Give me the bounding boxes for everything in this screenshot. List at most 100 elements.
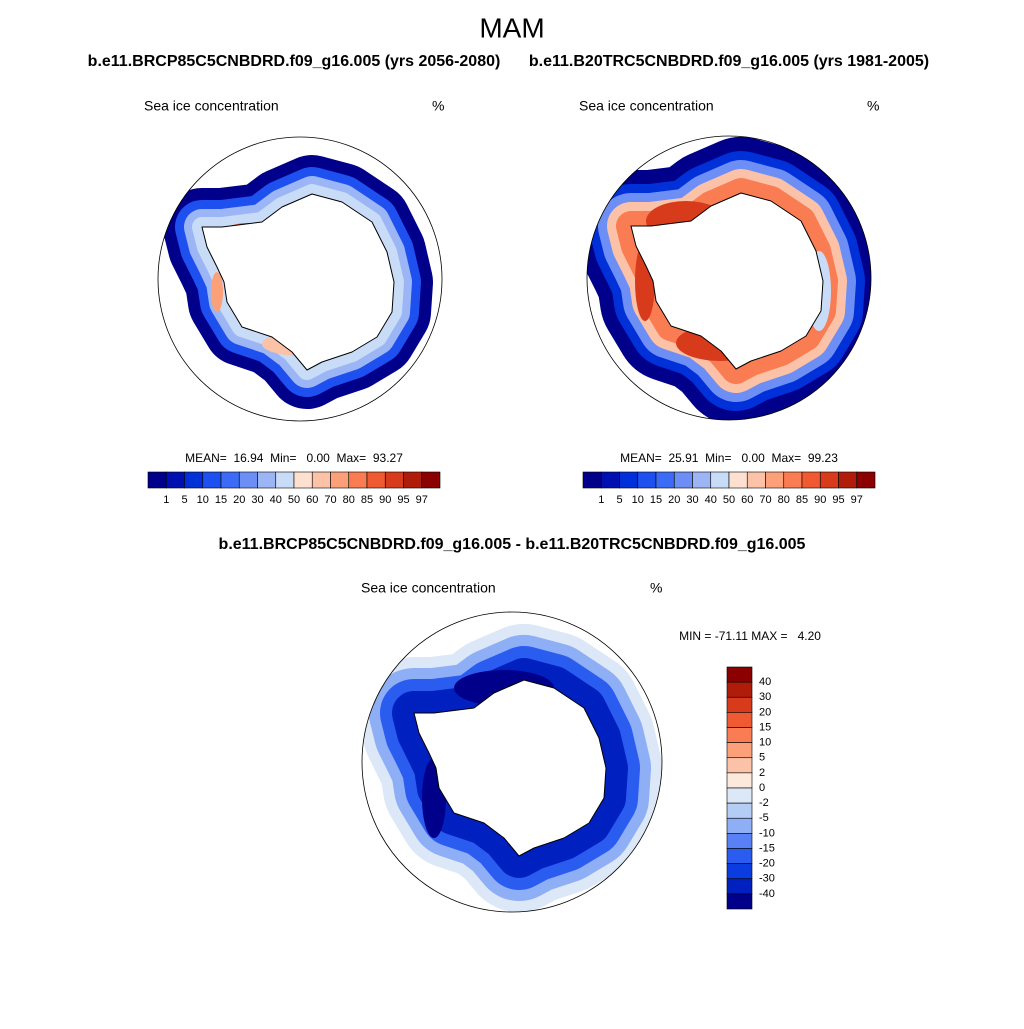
colorbar-label: 10: [197, 494, 209, 506]
colorbar-label: 1: [163, 494, 169, 506]
colorbar-label: 15: [650, 494, 662, 506]
colorbar-label: 97: [851, 494, 863, 506]
colorbar-label: 1: [598, 494, 604, 506]
map-border: [157, 136, 443, 422]
panel-label: Sea ice concentration: [361, 580, 496, 596]
colorbar-box: [726, 727, 753, 743]
colorbar-label: 40: [759, 676, 771, 688]
colorbar-box: [726, 681, 753, 698]
colorbar-label: 85: [361, 494, 373, 506]
colorbar-box: [600, 471, 620, 489]
colorbar-box: [637, 471, 657, 489]
map: [414, 670, 606, 856]
colorbar-box: [765, 471, 785, 489]
panel-subtitle: b.e11.B20TRC5CNBDRD.f09_g16.005 (yrs 198…: [529, 53, 929, 70]
colorbar-label: -40: [759, 888, 775, 900]
colorbar-box: [726, 863, 753, 880]
colorbar-box: [726, 712, 753, 728]
colorbar-box: [726, 848, 753, 864]
colorbar-box: [726, 893, 753, 910]
colorbar-label: 60: [306, 494, 318, 506]
colorbar-label: 90: [814, 494, 826, 506]
colorbar-box: [726, 772, 753, 789]
colorbar-label: 70: [759, 494, 771, 506]
colorbar: 1 5 10 15 20 30 40 50 60 70 80 85 90 95 97: [582, 471, 876, 506]
colorbar-label: 5: [181, 494, 187, 506]
panel-label: Sea ice concentration: [144, 98, 279, 114]
colorbar-label: 60: [741, 494, 753, 506]
colorbar-box: [220, 471, 240, 489]
colorbar-box: [728, 471, 748, 489]
colorbar-label: 0: [759, 782, 765, 794]
colorbar-label: 97: [416, 494, 428, 506]
map: [202, 194, 394, 370]
map: [631, 193, 831, 369]
colorbar-box: [655, 471, 675, 489]
colorbar-box: [384, 471, 404, 489]
panel-unit: %: [650, 580, 662, 596]
colorbar-box: [403, 471, 423, 489]
figure-title: MAM: [479, 12, 544, 43]
colorbar-box: [348, 471, 368, 489]
colorbar-box: [293, 471, 313, 489]
colorbar-box: [746, 471, 766, 489]
colorbar-box: [726, 757, 753, 774]
colorbar-box: [582, 471, 602, 489]
colorbar-box: [184, 471, 204, 489]
colorbar-label: 30: [759, 691, 771, 703]
colorbar-box: [726, 742, 753, 759]
colorbar-label: 95: [832, 494, 844, 506]
colorbar-label: 2: [759, 767, 765, 779]
colorbar-box: [856, 471, 876, 489]
colorbar-label: 30: [686, 494, 698, 506]
panel-label: Sea ice concentration: [579, 98, 714, 114]
colorbar-label: -5: [759, 812, 769, 824]
colorbar-box: [147, 471, 167, 489]
colorbar-box: [726, 833, 753, 849]
colorbar-label: 10: [759, 737, 771, 749]
colorbar-box: [421, 471, 441, 489]
colorbar-label: 50: [723, 494, 735, 506]
colorbar-label: -20: [759, 858, 775, 870]
colorbar-box: [311, 471, 331, 489]
panel-unit: %: [867, 98, 879, 114]
colorbar-box: [726, 696, 753, 713]
colorbar-label: 90: [379, 494, 391, 506]
colorbar-box: [801, 471, 821, 489]
colorbar-label: 20: [668, 494, 680, 506]
colorbar-box: [165, 471, 185, 489]
colorbar-label: 85: [796, 494, 808, 506]
colorbar-label: 50: [288, 494, 300, 506]
colorbar-box: [726, 666, 753, 683]
colorbar-box: [330, 471, 350, 489]
colorbar-label: 80: [778, 494, 790, 506]
colorbar-box: [275, 471, 295, 489]
map-border: [586, 135, 872, 421]
colorbar-box: [838, 471, 858, 489]
colorbar-label: 40: [705, 494, 717, 506]
colorbar-label: 30: [251, 494, 263, 506]
panel-subtitle: b.e11.BRCP85C5CNBDRD.f09_g16.005 - b.e11…: [219, 536, 806, 553]
colorbar: 1 5 10 15 20 30 40 50 60 70 80 85 90 95 97: [147, 471, 441, 506]
colorbar-box: [673, 471, 693, 489]
colorbar-box: [692, 471, 712, 489]
colorbar-box: [819, 471, 839, 489]
colorbar-box: [726, 878, 753, 895]
colorbar-box: [366, 471, 386, 489]
colorbar-box: [726, 817, 753, 834]
colorbar-label: -15: [759, 842, 775, 854]
colorbar-label: 95: [397, 494, 409, 506]
colorbar-label: 15: [759, 721, 771, 733]
map-border: [361, 611, 663, 913]
colorbar-label: 70: [324, 494, 336, 506]
panel-stats: MEAN= 16.94 Min= 0.00 Max= 93.27: [185, 451, 403, 465]
colorbar-box: [710, 471, 730, 489]
panel-stats: MEAN= 25.91 Min= 0.00 Max= 99.23: [620, 451, 838, 465]
colorbar-label: -2: [759, 797, 769, 809]
colorbar-label: 80: [343, 494, 355, 506]
panel-unit: %: [432, 98, 444, 114]
colorbar-label: 10: [632, 494, 644, 506]
colorbar-box: [238, 471, 258, 489]
